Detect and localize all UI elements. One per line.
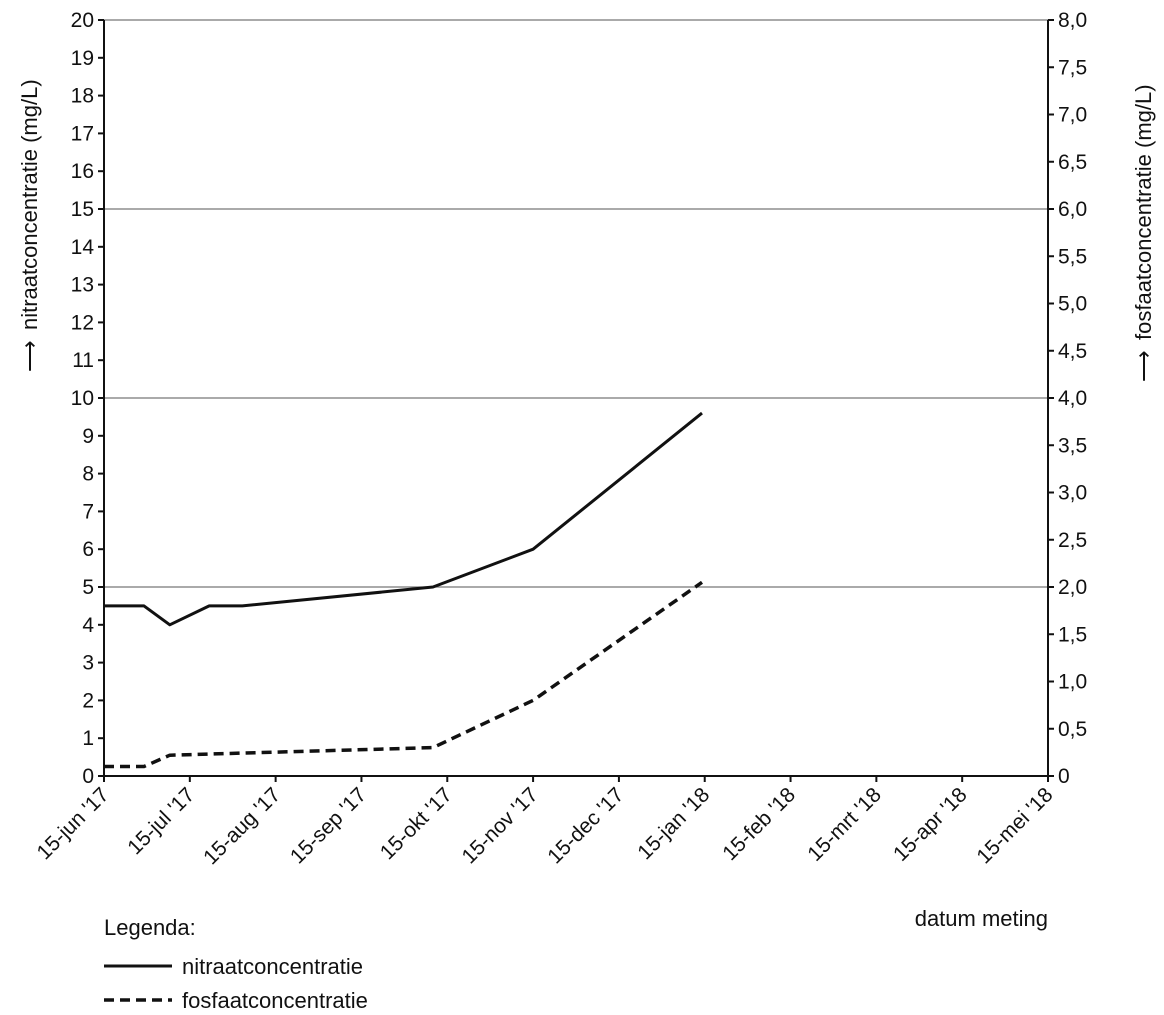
- x-tick-label: 15-feb '18: [718, 783, 800, 865]
- series-layer: [104, 411, 704, 769]
- left-tick-label: 5: [82, 576, 94, 599]
- x-axis-label: datum meting: [915, 906, 1048, 931]
- right-tick-label: 1,0: [1058, 671, 1087, 694]
- right-tick-label: 7,0: [1058, 104, 1087, 127]
- left-tick-label: 20: [71, 9, 94, 32]
- left-tick-label: 2: [82, 689, 94, 712]
- x-tick-label: 15-sep '17: [286, 783, 371, 868]
- right-axis-arrow: ⟶: [1131, 350, 1156, 382]
- left-tick-label: 13: [71, 274, 94, 297]
- x-tick-label: 15-mei '18: [972, 783, 1057, 868]
- right-tick-label: 0,5: [1058, 718, 1087, 741]
- left-tick-label: 8: [82, 463, 94, 486]
- series-line-fosfaatconcentratie: [104, 580, 704, 769]
- right-axis-label: fosfaatconcentratie (mg/L): [1131, 84, 1156, 340]
- left-tick-label: 1: [82, 727, 94, 750]
- right-tick-label: 8,0: [1058, 9, 1087, 32]
- x-tick-label: 15-apr '18: [889, 783, 972, 866]
- x-tick-label: 15-jan '18: [633, 783, 714, 864]
- left-tick-label: 10: [71, 387, 94, 410]
- left-tick-label: 4: [82, 614, 94, 637]
- left-tick-label: 19: [71, 47, 94, 70]
- x-axis-ticks: 15-jun '17 15-jul '17 15-aug '17 15-sep '17…: [33, 776, 1058, 869]
- legend-entry-fosfaatconcentratie: fosfaatconcentratie: [182, 988, 368, 1013]
- x-tick-label: 15-nov '17: [457, 783, 542, 868]
- legend-title: Legenda:: [104, 915, 196, 940]
- x-tick-label: 15-jul '17: [123, 783, 199, 859]
- right-tick-label: 5,0: [1058, 293, 1087, 316]
- right-tick-label: 7,5: [1058, 56, 1087, 79]
- left-tick-label: 15: [71, 198, 94, 221]
- right-tick-label: 5,5: [1058, 245, 1087, 268]
- x-tick-label: 15-dec '17: [543, 783, 628, 868]
- x-tick-label: 15-mrt '18: [803, 783, 886, 866]
- right-axis-ticks: 0 0,5 1,0 1,5 2,0 2,5 3,0 3,5 4,0 4,5 5,0 5,5 6,0 6,5…: [1048, 9, 1087, 788]
- series-line-nitraatconcentratie: [104, 411, 703, 627]
- left-tick-label: 18: [71, 85, 94, 108]
- right-tick-label: 4,5: [1058, 340, 1087, 363]
- right-tick-label: 1,5: [1058, 623, 1087, 646]
- left-axis-label-group: ⟶ nitraatconcentratie (mg/L): [17, 79, 42, 372]
- right-tick-label: 3,5: [1058, 434, 1087, 457]
- left-tick-label: 6: [82, 538, 94, 561]
- left-axis-label: nitraatconcentratie (mg/L): [17, 79, 42, 330]
- left-tick-label: 16: [71, 160, 94, 183]
- left-tick-label: 7: [82, 500, 94, 523]
- right-tick-label: 0: [1058, 765, 1070, 788]
- right-tick-label: 6,0: [1058, 198, 1087, 221]
- legend-entry-nitraatconcentratie: nitraatconcentratie: [182, 954, 363, 979]
- left-tick-label: 11: [72, 349, 94, 372]
- left-tick-label: 9: [82, 425, 94, 448]
- left-tick-label: 14: [71, 236, 95, 259]
- x-tick-label: 15-aug '17: [199, 783, 285, 869]
- left-axis-arrow: ⟶: [17, 340, 42, 372]
- legend: Legenda: nitraatconcentratie fosfaatconc…: [104, 915, 368, 1013]
- x-tick-label: 15-jun '17: [33, 783, 114, 864]
- right-tick-label: 2,5: [1058, 529, 1087, 552]
- right-tick-label: 2,0: [1058, 576, 1087, 599]
- right-axis-label-group: ⟶ fosfaatconcentratie (mg/L): [1131, 84, 1156, 382]
- left-tick-label: 17: [71, 122, 94, 145]
- right-tick-label: 3,0: [1058, 482, 1087, 505]
- gridlines: [104, 19, 1048, 588]
- left-tick-label: 0: [82, 765, 94, 788]
- left-tick-label: 3: [82, 652, 94, 675]
- x-tick-label: 15-okt '17: [376, 783, 457, 864]
- right-tick-label: 6,5: [1058, 151, 1087, 174]
- left-tick-label: 12: [71, 311, 94, 334]
- right-tick-label: 4,0: [1058, 387, 1087, 410]
